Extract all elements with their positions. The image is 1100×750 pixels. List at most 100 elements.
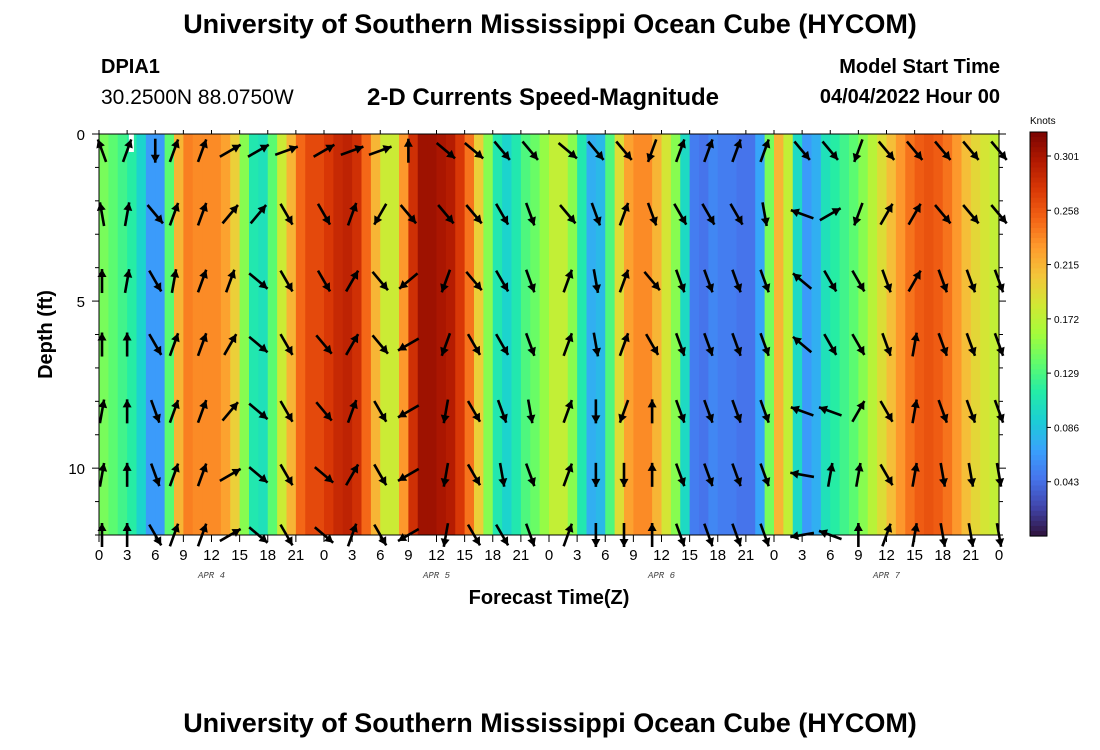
colorbar-segment [1030, 308, 1047, 315]
current-vector [344, 269, 360, 293]
vector-head [498, 478, 508, 487]
vector-head [527, 537, 536, 547]
heatmap-cell [661, 134, 672, 535]
vector-head [883, 523, 893, 533]
vector-head [171, 400, 180, 410]
vector-head [647, 399, 657, 408]
main-title: University of Southern Mississippi Ocean… [183, 9, 917, 39]
x-tick-label: 0 [320, 547, 328, 564]
vector-head [591, 478, 601, 487]
vector-head [170, 269, 180, 278]
colorbar-tick-label: 0.129 [1054, 369, 1079, 380]
vector-head [98, 463, 108, 472]
speed-heatmap [99, 134, 1000, 535]
current-vector [122, 399, 132, 424]
vector-head [621, 333, 630, 343]
heatmap-cell [905, 134, 916, 535]
vector-head [501, 150, 510, 160]
heatmap-cell [380, 134, 391, 535]
vector-head [150, 154, 160, 163]
current-vector [493, 140, 511, 161]
vector-head [284, 215, 293, 225]
vector-head [407, 214, 417, 224]
vector-head [231, 144, 241, 153]
current-vector [315, 401, 333, 422]
vector-head [856, 400, 865, 411]
heatmap-cell [689, 134, 700, 535]
vector-head [564, 523, 574, 533]
current-vector [559, 204, 577, 225]
vector-head [500, 215, 509, 225]
vector-head [996, 283, 1005, 293]
vector-head [818, 529, 829, 538]
x-tick-label: 12 [428, 547, 445, 564]
vector-head [527, 216, 536, 226]
colorbar-segment [1030, 530, 1047, 537]
colorbar-segment [1030, 490, 1047, 497]
current-vector [793, 140, 811, 161]
heatmap-cell [249, 134, 259, 535]
x-axis-title: Forecast Time(Z) [469, 587, 630, 609]
vector-head [564, 333, 574, 343]
current-vector [823, 269, 838, 293]
current-vector [148, 333, 163, 356]
x-tick-label: 15 [681, 547, 698, 564]
vector-head [677, 139, 686, 149]
colorbar-segment [1030, 510, 1047, 517]
vector-head [473, 281, 482, 291]
current-vector [219, 143, 242, 158]
current-vector [910, 332, 920, 357]
colorbar-segment [1030, 273, 1047, 280]
colorbar-segment [1030, 157, 1047, 163]
current-vector [97, 269, 107, 294]
colorbar-tick-label: 0.043 [1054, 478, 1079, 489]
vector-head [623, 150, 632, 160]
current-vector [466, 400, 482, 423]
colorbar-segment [1030, 354, 1047, 360]
colorbar-segment [1030, 505, 1047, 512]
vector-head [792, 336, 802, 346]
heatmap-cell [155, 134, 166, 535]
colorbar-segment [1030, 520, 1047, 527]
current-vector [965, 332, 977, 357]
colorbar-segment [1030, 248, 1047, 254]
colorbar-segment [1030, 268, 1047, 274]
vector-head [647, 523, 657, 531]
vector-head [619, 478, 629, 487]
vector-head [619, 539, 629, 547]
current-vector [399, 204, 418, 225]
x-tick-label: 6 [826, 547, 834, 564]
vector-head [171, 463, 180, 473]
heatmap-cell [858, 134, 869, 535]
vector-head [733, 413, 743, 423]
vector-head [705, 413, 714, 423]
colorbar-segment [1030, 142, 1047, 148]
vector-head [171, 333, 180, 343]
current-vector [703, 269, 714, 293]
heatmap-cell [783, 134, 794, 535]
current-vector [759, 463, 771, 487]
vector-head [761, 413, 771, 423]
colorbar-segment [1030, 500, 1047, 507]
current-vector [465, 271, 483, 292]
current-vector [170, 268, 180, 294]
current-vector [592, 268, 602, 294]
vector-head [379, 344, 388, 354]
colorbar-segment [1030, 303, 1047, 310]
vector-head [939, 346, 949, 356]
current-vector [790, 469, 815, 479]
current-vector [674, 399, 686, 424]
x-tick-label: 21 [963, 547, 980, 564]
vector-head [258, 410, 268, 420]
vector-head [440, 414, 450, 424]
current-vector [465, 204, 483, 225]
current-vector [526, 399, 536, 424]
current-vector [674, 269, 686, 293]
vector-head [379, 281, 388, 291]
vector-head [760, 217, 770, 227]
vector-head [284, 282, 293, 292]
x-tick-label: 12 [878, 547, 895, 564]
vector-head [199, 333, 208, 343]
vector-head [939, 478, 948, 487]
vector-head [403, 138, 413, 147]
